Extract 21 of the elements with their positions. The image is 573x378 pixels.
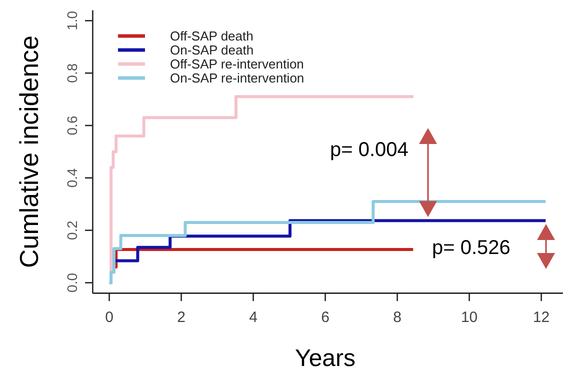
y-tick-label: 0.2 — [64, 220, 80, 240]
y-tick-label: 1.0 — [64, 10, 80, 30]
x-tick-label: 12 — [532, 309, 550, 326]
x-tick-label: 6 — [321, 309, 330, 326]
x-tick-label: 4 — [249, 309, 258, 326]
x-tick-label: 0 — [105, 309, 114, 326]
legend-label: Off-SAP re-intervention — [170, 56, 304, 72]
x-tick-label: 2 — [177, 309, 186, 326]
y-tick-label: 0.4 — [64, 168, 80, 188]
legend-label: Off-SAP death — [170, 28, 254, 44]
y-tick-label: 0.8 — [64, 63, 80, 83]
annotation: p= 0.004 — [330, 139, 408, 161]
legend-label: On-SAP re-intervention — [170, 70, 304, 86]
y-tick-label: 0.6 — [64, 116, 80, 136]
y-axis-title: Cumlative incidence — [14, 35, 44, 268]
legend-label: On-SAP death — [170, 42, 254, 58]
annotation: p= 0.526 — [432, 237, 510, 259]
x-axis-title: Years — [295, 345, 356, 372]
x-tick-label: 8 — [393, 309, 402, 326]
x-tick-label: 10 — [460, 309, 478, 326]
y-tick-label: 0.0 — [64, 272, 80, 292]
